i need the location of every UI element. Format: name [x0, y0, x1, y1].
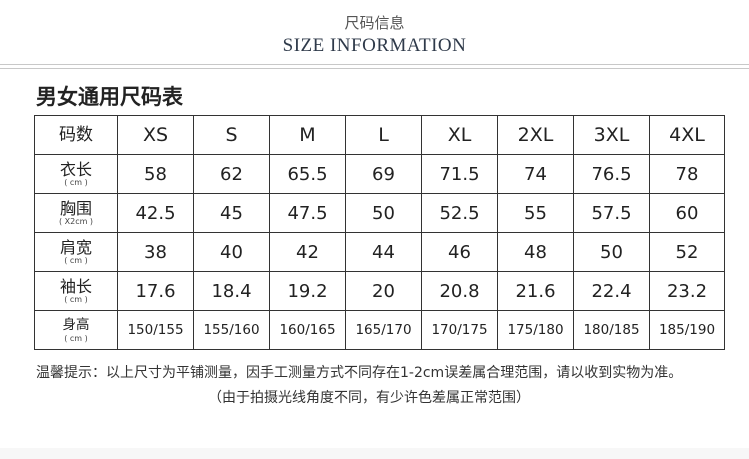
table-cell: 40	[193, 232, 270, 272]
size-header-cell: L	[345, 115, 422, 155]
table-cell: 23.2	[649, 271, 725, 311]
row-label: 肩宽	[59, 238, 92, 257]
table-row: 胸围( X2cm ) 42.5 45 47.5 50 52.5 55 57.5 60	[34, 193, 725, 233]
table-cell: 50	[573, 232, 650, 272]
table-cell: 42.5	[117, 193, 194, 233]
row-label-cell: 肩宽( cm )	[34, 232, 118, 272]
row-unit: ( cm )	[64, 334, 88, 343]
size-header-cell: S	[193, 115, 270, 155]
table-cell: 21.6	[497, 271, 574, 311]
divider-line	[0, 68, 749, 69]
table-cell: 57.5	[573, 193, 650, 233]
row-label-cell: 身高( cm )	[34, 310, 118, 350]
table-cell: 20	[345, 271, 422, 311]
table-cell: 62	[193, 154, 270, 194]
table-cell: 45	[193, 193, 270, 233]
divider-line	[0, 64, 749, 65]
table-cell: 20.8	[421, 271, 498, 311]
table-row: 衣长( cm ) 58 62 65.5 69 71.5 74 76.5 78	[34, 154, 725, 194]
table-cell: 76.5	[573, 154, 650, 194]
table-cell: 47.5	[269, 193, 346, 233]
table-cell: 155/160	[193, 310, 270, 350]
table-cell: 55	[497, 193, 574, 233]
row-label-cell: 袖长( cm )	[34, 271, 118, 311]
table-cell: 180/185	[573, 310, 650, 350]
table-cell: 74	[497, 154, 574, 194]
row-unit: ( cm )	[64, 256, 88, 265]
row-label-cell: 衣长( cm )	[34, 154, 118, 194]
table-cell: 38	[117, 232, 194, 272]
row-unit: ( cm )	[64, 295, 88, 304]
size-header-cell: M	[269, 115, 346, 155]
row-label-cell: 胸围( X2cm )	[34, 193, 118, 233]
table-cell: 78	[649, 154, 725, 194]
table-cell: 52.5	[421, 193, 498, 233]
table-cell: 185/190	[649, 310, 725, 350]
bottom-band	[0, 448, 749, 459]
size-header-cell: 3XL	[573, 115, 650, 155]
header-title-cn: 尺码信息	[344, 14, 405, 32]
table-cell: 69	[345, 154, 422, 194]
size-header-cell: XS	[117, 115, 194, 155]
table-cell: 175/180	[497, 310, 574, 350]
table-cell: 44	[345, 232, 422, 272]
table-cell: 165/170	[345, 310, 422, 350]
table-cell: 17.6	[117, 271, 194, 311]
table-row: 身高( cm ) 150/155 155/160 160/165 165/170 170/…	[34, 310, 725, 350]
table-cell: 52	[649, 232, 725, 272]
row-label: 胸围	[59, 199, 92, 218]
table-cell: 150/155	[117, 310, 194, 350]
row-label: 衣长	[59, 160, 92, 179]
measurement-note: 温馨提示：以上尺寸为平铺测量，因手工测量方式不同存在1-2cm误差属合理范围，请…	[36, 365, 683, 381]
color-difference-note: （由于拍摄光线角度不同，有少许色差属正常范围）	[208, 390, 530, 406]
row-unit: ( cm )	[64, 178, 88, 187]
size-corner-label: 码数	[34, 115, 118, 155]
size-chart-table: 码数 XS S M L XL 2XL 3XL 4XL 衣长( cm ) 58 62 65.5 69 71.5…	[34, 115, 725, 350]
row-unit: ( X2cm )	[58, 217, 94, 226]
table-cell: 65.5	[269, 154, 346, 194]
table-row: 袖长( cm ) 17.6 18.4 19.2 20 20.8 21.6 22.4 23.2	[34, 271, 725, 311]
row-label: 身高	[62, 317, 90, 333]
table-cell: 48	[497, 232, 574, 272]
table-cell: 22.4	[573, 271, 650, 311]
table-cell: 18.4	[193, 271, 270, 311]
size-header-cell: XL	[421, 115, 498, 155]
size-header-cell: 2XL	[497, 115, 574, 155]
header-title-en: SIZE INFORMATION	[282, 35, 467, 56]
size-header-row: 码数 XS S M L XL 2XL 3XL 4XL	[34, 115, 725, 155]
table-cell: 60	[649, 193, 725, 233]
table-cell: 46	[421, 232, 498, 272]
table-cell: 170/175	[421, 310, 498, 350]
table-cell: 19.2	[269, 271, 346, 311]
table-cell: 42	[269, 232, 346, 272]
table-title: 男女通用尺码表	[36, 85, 183, 109]
row-label: 袖长	[59, 277, 92, 296]
table-cell: 50	[345, 193, 422, 233]
table-cell: 58	[117, 154, 194, 194]
size-header-cell: 4XL	[649, 115, 725, 155]
table-cell: 160/165	[269, 310, 346, 350]
table-cell: 71.5	[421, 154, 498, 194]
table-row: 肩宽( cm ) 38 40 42 44 46 48 50 52	[34, 232, 725, 272]
